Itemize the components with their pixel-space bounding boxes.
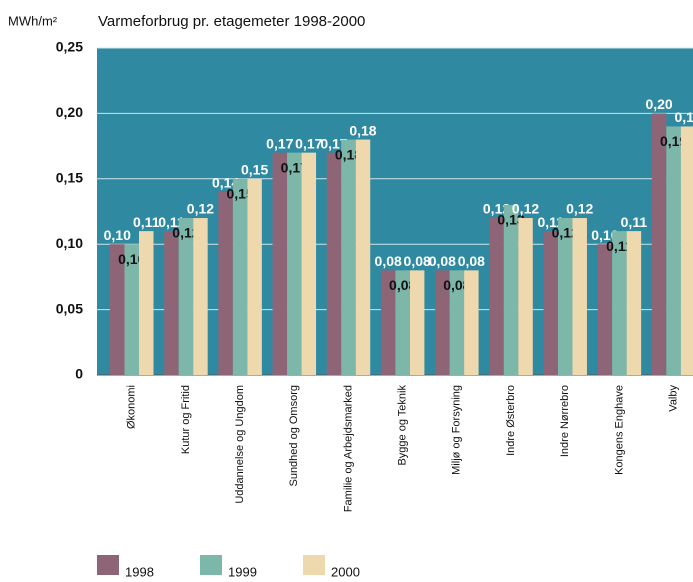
bar	[626, 231, 642, 375]
value-label: 0,08	[404, 253, 431, 269]
value-label: 0,18	[349, 122, 376, 138]
legend-label: 1998	[125, 564, 154, 579]
value-label: 0,15	[226, 186, 253, 202]
value-label: 0,12	[483, 201, 510, 217]
bar	[380, 270, 396, 375]
legend-label: 1999	[228, 564, 257, 579]
value-label: 0,12	[552, 225, 579, 241]
bar	[395, 270, 410, 375]
bar	[435, 270, 450, 375]
bar	[489, 218, 504, 375]
bar	[651, 113, 667, 376]
x-tick-label: Indre Nørrebro	[559, 385, 571, 457]
bar	[193, 218, 208, 375]
bar	[139, 231, 154, 375]
bar	[272, 152, 288, 375]
x-tick-label: Miljø og Forsyning	[451, 385, 463, 475]
value-label: 0,17	[320, 135, 347, 151]
legend-swatch	[97, 555, 119, 575]
bar	[178, 218, 194, 375]
bar	[301, 152, 317, 375]
bar	[326, 152, 342, 375]
x-tick-label: Sundhed og Omsorg	[288, 385, 300, 487]
x-tick-label: Bygge og Teknik	[397, 385, 409, 466]
bar	[680, 126, 693, 375]
bar	[666, 126, 681, 375]
bar	[110, 244, 125, 375]
value-label: 0,08	[389, 277, 416, 293]
value-label: 0,08	[443, 277, 470, 293]
bar	[518, 218, 533, 375]
value-label: 0,12	[172, 225, 199, 241]
value-label: 0,08	[375, 253, 402, 269]
value-label: 0,13	[497, 212, 524, 228]
bar	[557, 218, 573, 375]
value-label: 0,08	[429, 253, 456, 269]
y-tick-label: 0,25	[56, 39, 83, 55]
value-label: 0,17	[295, 135, 322, 151]
value-label: 0,20	[645, 96, 672, 112]
y-axis-label: MWh/m²	[8, 13, 58, 28]
x-tick-label: Valby	[667, 385, 679, 412]
bar	[164, 231, 179, 375]
bar	[464, 270, 479, 375]
value-label: 0,10	[591, 227, 618, 243]
bar	[341, 139, 356, 375]
value-label: 0,10	[118, 251, 145, 267]
value-label: 0,19	[660, 133, 687, 149]
bar	[409, 270, 425, 375]
y-tick-label: 0,20	[56, 104, 83, 120]
bar	[543, 231, 558, 375]
y-tick-label: 0,05	[56, 300, 83, 316]
value-label: 0,10	[104, 227, 131, 243]
chart-title: Varmeforbrug pr. etagemeter 1998-2000	[98, 13, 365, 30]
value-label: 0,11	[537, 214, 564, 230]
value-label: 0,11	[158, 214, 185, 230]
bar	[218, 191, 233, 375]
value-label: 0,19	[674, 109, 693, 125]
bar	[247, 178, 262, 375]
value-label: 0,14	[212, 175, 239, 191]
value-label: 0,11	[606, 238, 633, 254]
legend-label: 2000	[331, 564, 360, 579]
value-label: 0,08	[458, 253, 485, 269]
x-tick-label: Økonomi	[126, 385, 138, 429]
x-tick-label: Indre Østerbro	[505, 385, 517, 456]
x-tick-label: Kongens Enghave	[613, 385, 625, 475]
y-tick-label: 0	[75, 366, 83, 382]
bar	[597, 244, 613, 375]
bar	[355, 139, 371, 375]
x-tick-label: Kutur og Fritid	[180, 385, 192, 454]
value-label: 0,17	[281, 159, 308, 175]
x-tick-label: Familie og Arbejdsmarked	[342, 385, 354, 512]
value-label: 0,18	[335, 146, 362, 162]
value-label: 0,15	[241, 162, 268, 178]
y-tick-label: 0,15	[56, 170, 83, 186]
y-tick-label: 0,10	[56, 235, 83, 251]
bar	[503, 204, 519, 375]
legend-swatch	[200, 555, 222, 575]
value-label: 0,12	[187, 201, 214, 217]
value-label: 0,11	[621, 214, 648, 230]
legend-swatch	[303, 555, 325, 575]
bar	[287, 152, 302, 375]
value-label: 0,17	[266, 135, 293, 151]
value-label: 0,11	[133, 214, 160, 230]
bar	[612, 231, 627, 375]
value-label: 0,12	[566, 201, 593, 217]
value-label: 0,12	[512, 201, 539, 217]
bar	[124, 244, 139, 375]
bar	[449, 270, 465, 375]
bar	[572, 218, 587, 375]
bar	[232, 178, 248, 375]
x-tick-label: Uddannelse og Ungdom	[234, 385, 246, 504]
